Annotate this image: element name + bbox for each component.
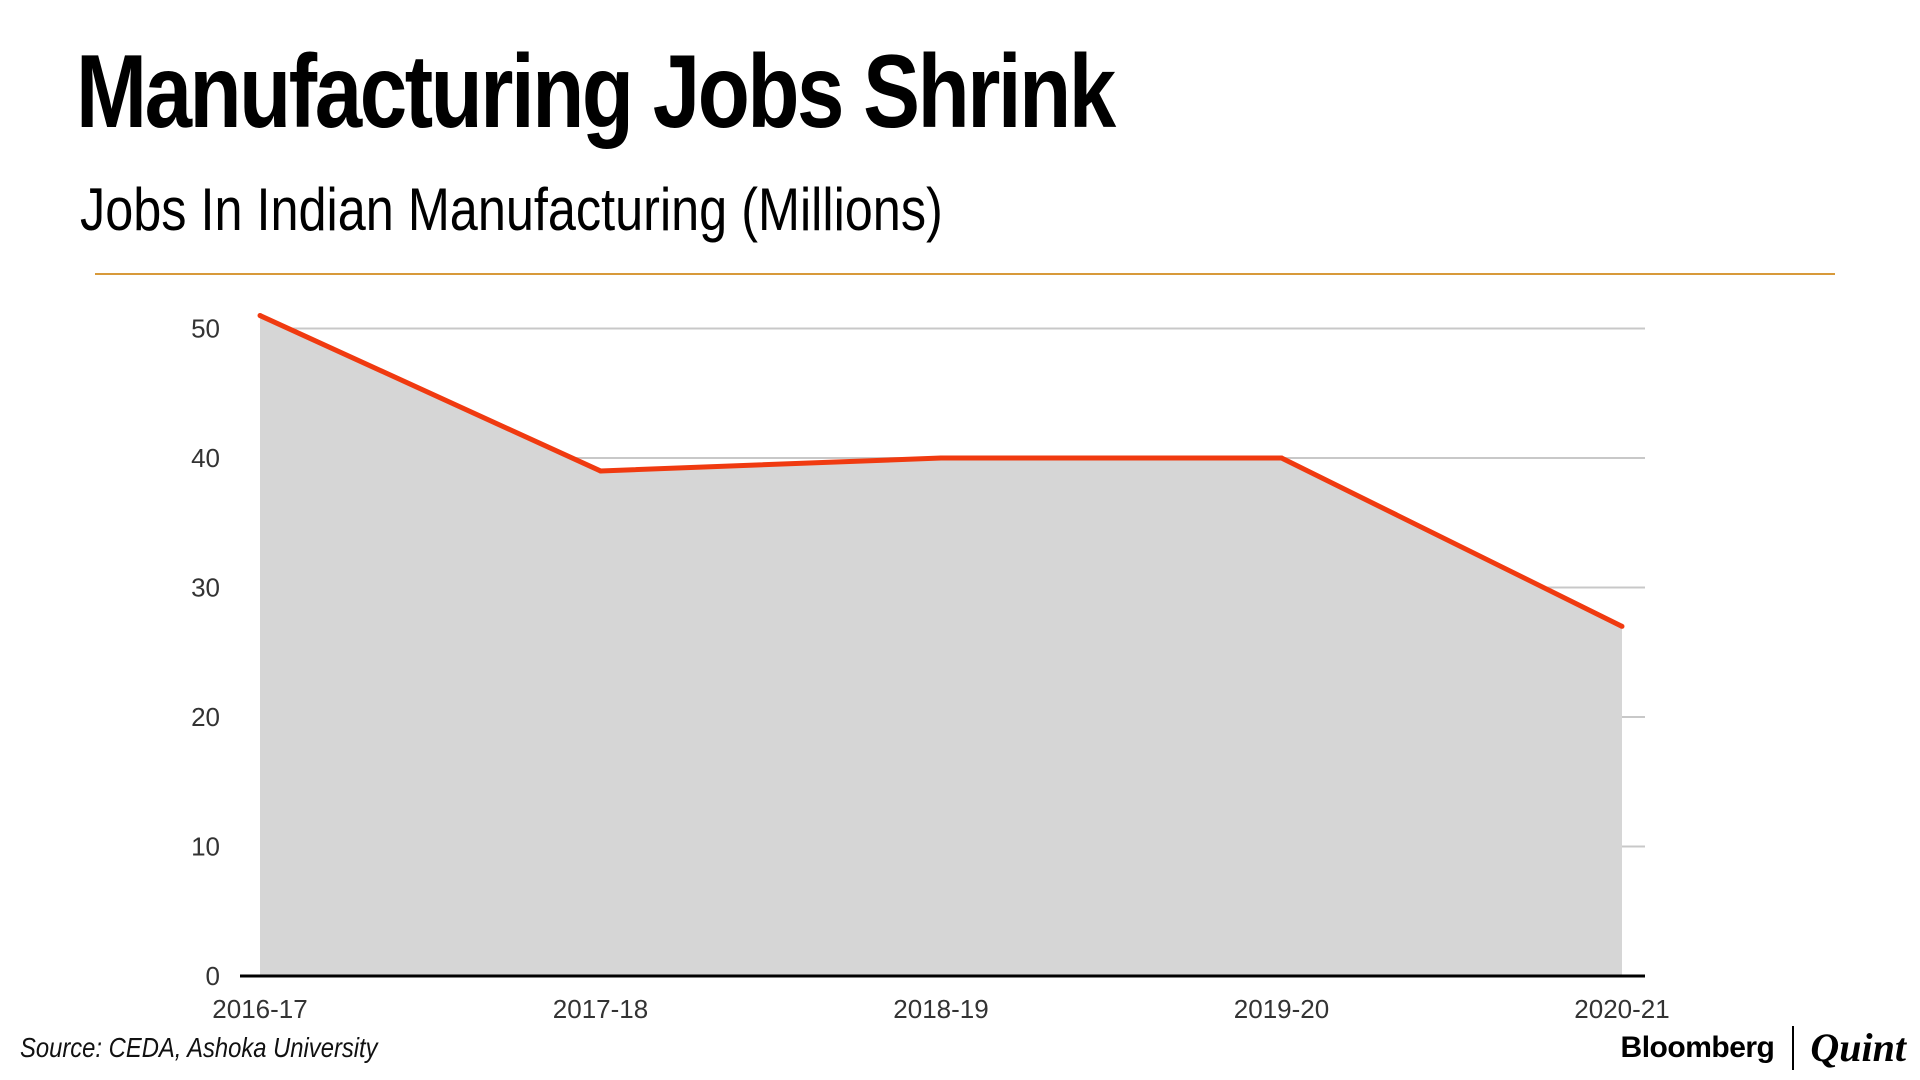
y-tick-label-10: 10 [191,832,220,862]
x-tick-label-2020-21: 2020-21 [1574,994,1669,1024]
series-area-fill [260,315,1622,976]
brand-separator [1792,1025,1795,1070]
data-point-2017-18 [598,468,603,474]
title-divider [95,273,1835,275]
source-note: Source: CEDA, Ashoka University [20,1032,378,1063]
series-line-layer [257,313,1625,629]
y-tick-label-40: 40 [191,443,220,473]
x-tick-labels: 2016-17 2017-18 2018-19 2019-20 2020-21 [212,994,1669,1024]
brand-logo: Bloomberg Quint [1621,1024,1906,1071]
brand-bloomberg-wordmark: Bloomberg [1620,1030,1775,1064]
chart-title: Manufacturing Jobs Shrink [76,34,1116,150]
data-point-2020-21 [1619,623,1625,629]
x-tick-label-2019-20: 2019-20 [1234,994,1329,1024]
data-point-2019-20 [1279,455,1284,461]
y-tick-label-50: 50 [191,314,220,344]
x-tick-label-2016-17: 2016-17 [212,994,307,1024]
y-tick-label-20: 20 [191,702,220,732]
data-point-2018-19 [938,455,944,461]
data-point-2016-17 [257,313,263,319]
brand-quint-wordmark: Quint [1810,1025,1906,1070]
y-tick-label-30: 30 [191,573,220,603]
chart-subtitle: Jobs In Indian Manufacturing (Millions) [80,176,943,243]
x-tick-label-2017-18: 2017-18 [553,994,648,1024]
y-tick-label-0: 0 [206,961,220,991]
y-tick-labels: 0 10 20 30 40 50 [191,314,220,992]
area-fill-layer [260,315,1622,976]
x-tick-label-2018-19: 2018-19 [893,994,988,1024]
